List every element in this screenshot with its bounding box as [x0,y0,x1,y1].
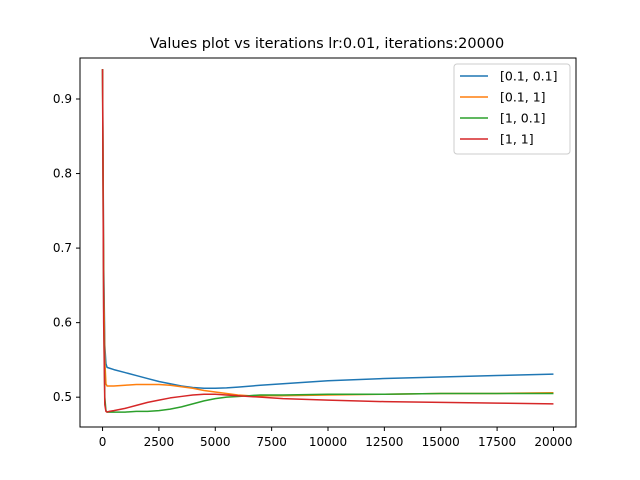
x-tick-label: 20000 [534,435,572,449]
y-tick-label: 0.9 [53,92,72,106]
x-tick-label: 10000 [309,435,347,449]
chart-title: Values plot vs iterations lr:0.01, itera… [150,36,505,52]
x-tick-label: 12500 [365,435,403,449]
legend-box [453,63,571,155]
y-tick-label: 0.8 [53,167,72,181]
legend-label: [0.1, 1] [500,90,546,105]
y-tick-label: 0.7 [53,241,72,255]
x-tick-label: 17500 [478,435,516,449]
series-layer [101,69,554,413]
series-line-3 [101,69,554,413]
x-tick-label: 15000 [422,435,460,449]
legend-label: [1, 0.1] [500,111,546,126]
y-tick-label: 0.5 [53,390,72,404]
x-tick-label: 7500 [256,435,287,449]
y-tick-label: 0.6 [53,316,72,330]
legend-label: [0.1, 0.1] [500,69,557,84]
legend: [0.1, 0.1] [0.1, 1] [1, 0.1] [1, 1] [453,63,571,155]
x-tick-label: 2500 [144,435,175,449]
legend-label: [1, 1] [500,132,534,147]
axes-layer: 0 2500 5000 7500 10000 12500 15000 17500 20000 0.… [53,57,577,449]
x-tick-label: 0 [99,435,107,449]
x-tick-label: 5000 [200,435,231,449]
